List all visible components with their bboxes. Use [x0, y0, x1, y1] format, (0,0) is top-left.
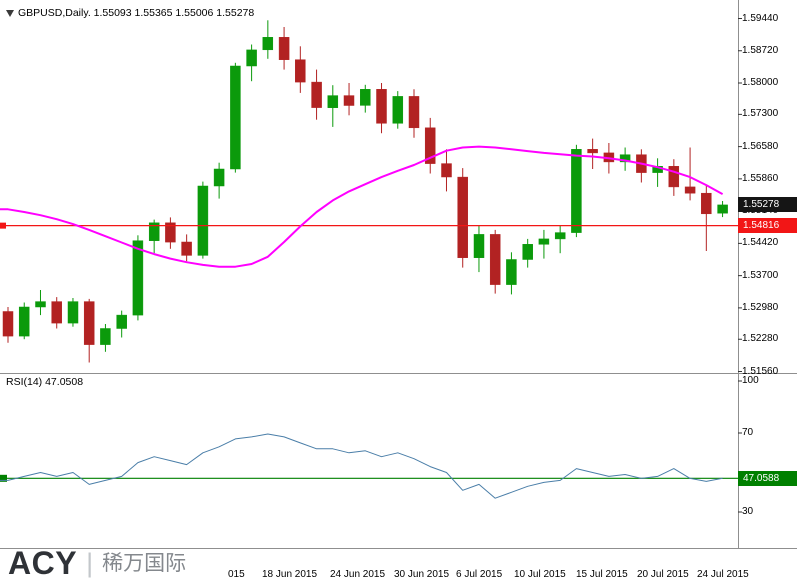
- support-line-marker: [0, 222, 6, 229]
- logo-chinese-text: 稀万国际: [102, 551, 187, 575]
- candle-body: [197, 185, 209, 256]
- candle-body: [522, 244, 533, 260]
- bid-price-tag: 1.55278: [738, 197, 797, 213]
- candle-body: [473, 234, 485, 258]
- price-axis-label: 1.59440: [742, 12, 779, 24]
- time-axis-label: 20 Jul 2015: [637, 569, 689, 580]
- price-axis-label: 1.57300: [742, 108, 779, 120]
- rsi-indicator-label: RSI(14) 47.0508: [6, 376, 84, 388]
- candle-body: [408, 96, 420, 129]
- candle-body: [701, 192, 712, 215]
- time-axis-label: 24 Jul 2015: [697, 569, 749, 580]
- time-axis-label: 24 Jun 2015: [330, 569, 386, 580]
- candle-body: [343, 95, 355, 106]
- candle-body: [230, 65, 241, 170]
- candle-body: [116, 314, 127, 329]
- candle-body: [441, 163, 452, 178]
- candle-body: [18, 306, 30, 337]
- rsi-axis-label: 30: [742, 506, 754, 517]
- candle-body: [717, 204, 728, 214]
- candle-body: [295, 59, 306, 83]
- candle-body: [2, 311, 14, 337]
- candle-body: [619, 154, 631, 163]
- time-axis-label: 18 Jun 2015: [262, 569, 318, 580]
- candle-body: [148, 222, 160, 241]
- candle-body: [100, 328, 111, 345]
- broker-logo: ACY | 稀万国际: [8, 547, 186, 579]
- price-axis-label: 1.55860: [742, 172, 779, 184]
- time-axis-label: 30 Jun 2015: [394, 569, 450, 580]
- candle-body: [311, 81, 322, 108]
- rsi-level-marker: [0, 474, 7, 482]
- candle-body: [538, 238, 550, 245]
- candle-body: [262, 37, 274, 51]
- candle-body: [392, 96, 404, 124]
- candle-body: [35, 301, 46, 308]
- time-axis[interactable]: 015 18 Jun 2015 24 Jun 2015 30 Jun 2015 6 Ju…: [0, 548, 797, 587]
- candle-body: [668, 166, 680, 188]
- candle-body: [376, 89, 387, 124]
- candle-body: [67, 301, 79, 324]
- candle-body: [327, 95, 339, 108]
- logo-divider: |: [86, 547, 94, 578]
- price-axis-label: 1.58720: [742, 44, 779, 56]
- candle-body: [571, 149, 582, 233]
- candle-body: [213, 168, 225, 187]
- candle-body: [424, 127, 436, 164]
- rsi-level-tag: 47.0588: [738, 470, 797, 486]
- candle-body: [181, 241, 192, 256]
- price-axis-label: 1.58000: [742, 77, 779, 88]
- symbol-ohlc-info: GBPUSD,Daily. 1.55093 1.55365 1.55006 1.…: [18, 7, 255, 19]
- price-axis-label: 1.53700: [742, 269, 779, 281]
- candle-body: [132, 240, 144, 316]
- time-axis-label: 6 Jul 2015: [456, 569, 503, 580]
- candle-body: [457, 176, 468, 258]
- candle-body: [246, 49, 257, 67]
- price-axis-label: 1.56580: [742, 140, 779, 152]
- rsi-line: [0, 433, 723, 499]
- candle-body: [278, 37, 290, 60]
- price-axis-label: 1.52280: [742, 333, 779, 345]
- candle-body: [506, 259, 517, 285]
- time-axis-label: 10 Jul 2015: [514, 569, 566, 580]
- rsi-axis[interactable]: 100 70 30: [738, 0, 797, 548]
- candle-body: [165, 222, 176, 243]
- candle-body: [83, 301, 95, 345]
- candle-body: [554, 232, 566, 240]
- time-axis-label: 15 Jul 2015: [576, 569, 628, 580]
- rsi-axis-label: 70: [742, 427, 754, 438]
- candle-body: [360, 89, 371, 106]
- candle-body: [489, 234, 501, 285]
- candle-body: [684, 186, 696, 194]
- price-axis-label: 1.52980: [742, 301, 779, 313]
- time-axis-label: 015: [228, 569, 245, 580]
- price-axis-label: 1.51560: [742, 365, 779, 377]
- rsi-axis-label: 100: [742, 375, 759, 386]
- price-axis-label: 1.54420: [742, 237, 779, 249]
- logo-brand-text: ACY: [8, 545, 78, 581]
- support-line-price-tag: 1.54816: [738, 218, 797, 234]
- chart-marker-icon: [6, 10, 14, 17]
- candle-body: [587, 149, 598, 154]
- candle-body: [51, 301, 62, 324]
- moving-average-line: [0, 145, 724, 268]
